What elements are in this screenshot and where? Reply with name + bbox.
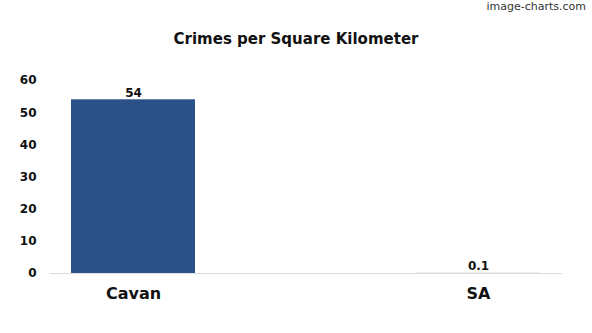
svg-text:0: 0 — [28, 266, 36, 280]
svg-text:30: 30 — [20, 170, 37, 184]
svg-text:0.1: 0.1 — [468, 259, 489, 273]
html-text:Crimes per Square Kilometer: Crimes per Square Kilometer — [173, 30, 419, 48]
svg-text:20: 20 — [20, 202, 37, 216]
html-text:image-charts.com: image-charts.com — [486, 0, 586, 13]
svg-text:10: 10 — [20, 234, 37, 248]
svg-text:50: 50 — [20, 106, 37, 120]
svg-text:SA: SA — [467, 284, 492, 303]
svg-text:54: 54 — [125, 86, 142, 100]
svg-text:Cavan: Cavan — [106, 284, 161, 303]
svg-text:40: 40 — [20, 138, 37, 152]
svg-text:60: 60 — [20, 73, 37, 87]
